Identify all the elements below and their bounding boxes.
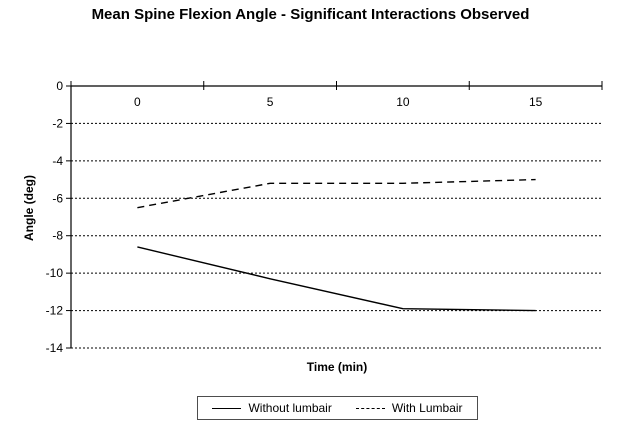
legend-label: With Lumbair xyxy=(391,401,463,415)
dashed-line-swatch-icon xyxy=(355,407,385,409)
legend-item-without-lumbair: Without lumbair xyxy=(212,401,332,415)
y-tick-label: -4 xyxy=(52,154,63,168)
y-tick-label: -8 xyxy=(52,229,63,243)
x-axis-title: Time (min) xyxy=(306,360,368,374)
x-tick-label: 15 xyxy=(529,95,543,109)
series-line-without-lumbair xyxy=(137,246,536,312)
legend-box: Without lumbair With Lumbair xyxy=(197,396,478,420)
x-tick-label: 10 xyxy=(396,95,410,109)
series-line-with-lumbair xyxy=(137,178,536,209)
chart-title: Mean Spine Flexion Angle - Significant I… xyxy=(91,6,530,23)
y-tick-label: 0 xyxy=(56,79,63,93)
legend-label: Without lumbair xyxy=(248,401,332,415)
y-tick-label: -10 xyxy=(46,266,64,280)
y-tick-label: -2 xyxy=(52,116,63,130)
legend-item-with-lumbair: With Lumbair xyxy=(355,401,463,415)
x-tick-label: 5 xyxy=(267,95,274,109)
y-tick-label: -12 xyxy=(46,304,64,318)
y-tick-label: -6 xyxy=(52,191,63,205)
y-tick-label: -14 xyxy=(46,341,64,355)
x-tick-label: 0 xyxy=(134,95,141,109)
solid-line-swatch-icon xyxy=(212,407,242,409)
